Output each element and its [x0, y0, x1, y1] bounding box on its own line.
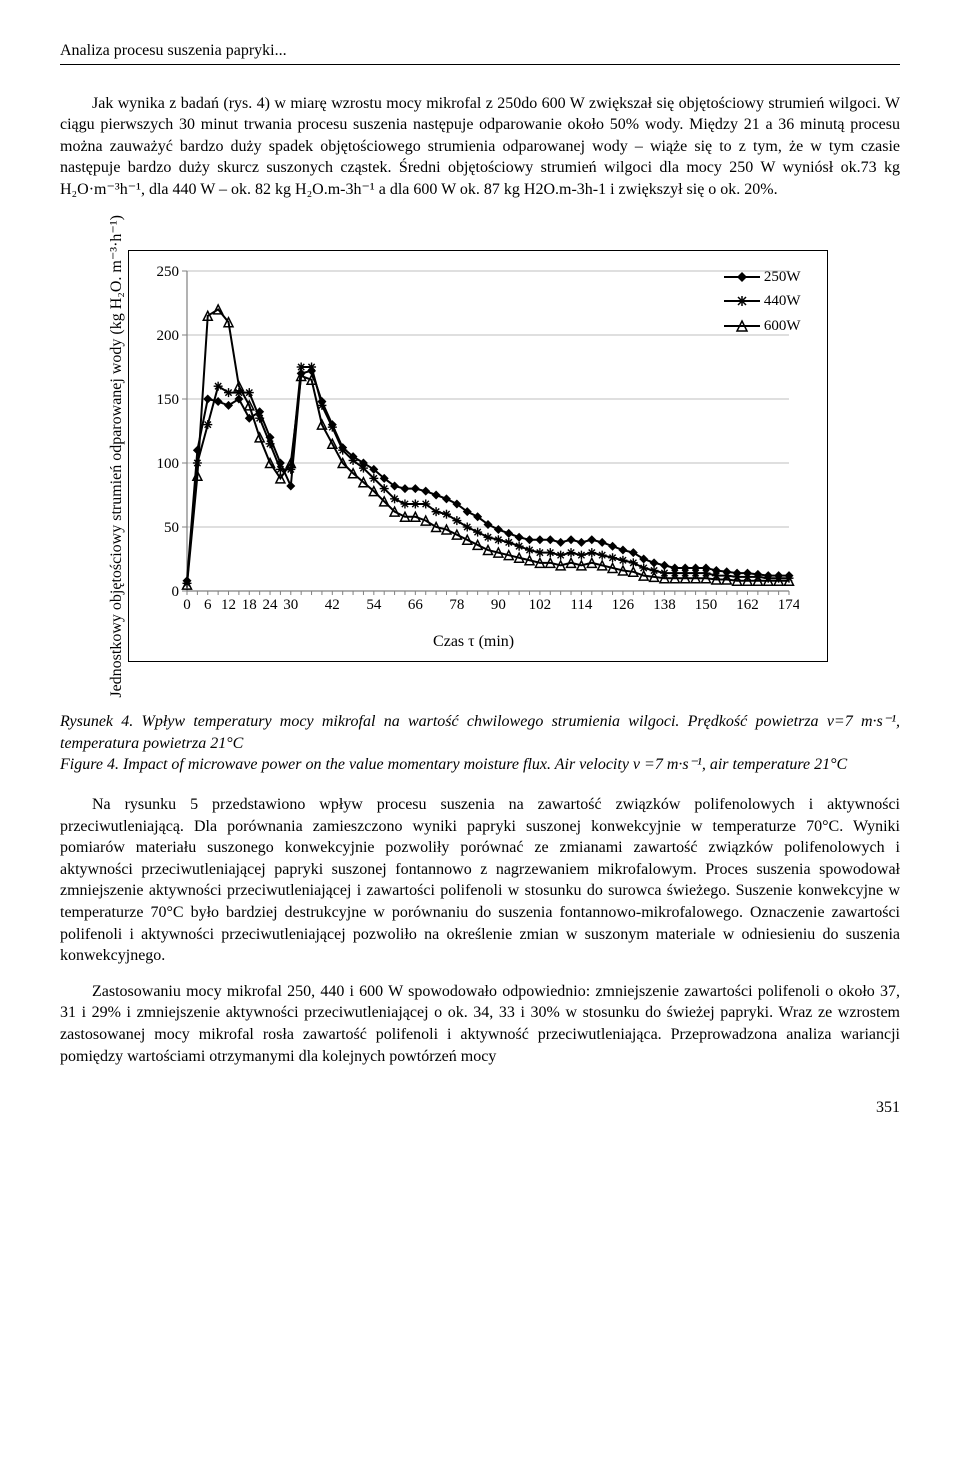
svg-text:12: 12 [221, 597, 236, 613]
svg-text:18: 18 [241, 597, 256, 613]
header-rule [60, 64, 900, 65]
legend-item-250w: 250W [724, 267, 801, 287]
svg-text:102: 102 [528, 597, 551, 613]
legend-label: 440W [764, 291, 801, 311]
svg-text:24: 24 [262, 597, 278, 613]
svg-text:126: 126 [611, 597, 634, 613]
chart-legend: 250W 440W 600W [724, 267, 801, 340]
svg-text:66: 66 [407, 597, 423, 613]
legend-label: 600W [764, 316, 801, 336]
svg-text:100: 100 [156, 456, 179, 472]
svg-text:200: 200 [156, 328, 179, 344]
svg-text:90: 90 [490, 597, 505, 613]
legend-label: 250W [764, 267, 801, 287]
svg-text:30: 30 [283, 597, 298, 613]
chart-y-axis-label: Jednostkowy objętościowy strumień odparo… [100, 215, 128, 698]
svg-text:250: 250 [156, 265, 179, 280]
paragraph-2: Na rysunku 5 przedstawiono wpływ procesu… [60, 794, 900, 967]
paragraph-1: Jak wynika z badań (rys. 4) w miarę wzro… [60, 93, 900, 201]
figure-4-caption: Rysunek 4. Wpływ temperatury mocy mikrof… [60, 711, 900, 776]
running-header: Analiza procesu suszenia papryki... [60, 40, 900, 62]
page-number: 351 [60, 1097, 900, 1119]
svg-text:174: 174 [777, 597, 798, 613]
svg-text:42: 42 [324, 597, 339, 613]
chart-frame: 250W 440W 600W 0501001502002500612182430… [128, 250, 828, 662]
legend-item-440w: 440W [724, 291, 801, 311]
svg-text:54: 54 [366, 597, 382, 613]
svg-text:162: 162 [736, 597, 759, 613]
svg-text:78: 78 [449, 597, 464, 613]
paragraph-3: Zastosowaniu mocy mikrofal 250, 440 i 60… [60, 981, 900, 1067]
svg-text:0: 0 [171, 584, 179, 600]
legend-item-600w: 600W [724, 316, 801, 336]
chart-x-axis-label: Czas τ (min) [139, 631, 809, 653]
svg-text:114: 114 [570, 597, 592, 613]
svg-text:138: 138 [653, 597, 676, 613]
svg-text:0: 0 [183, 597, 191, 613]
svg-text:150: 150 [156, 392, 179, 408]
figure-4: Jednostkowy objętościowy strumień odparo… [100, 215, 860, 698]
chart-plot: 0501001502002500612182430425466789010211… [139, 265, 799, 625]
svg-text:6: 6 [204, 597, 212, 613]
svg-text:50: 50 [164, 520, 179, 536]
svg-text:150: 150 [694, 597, 717, 613]
